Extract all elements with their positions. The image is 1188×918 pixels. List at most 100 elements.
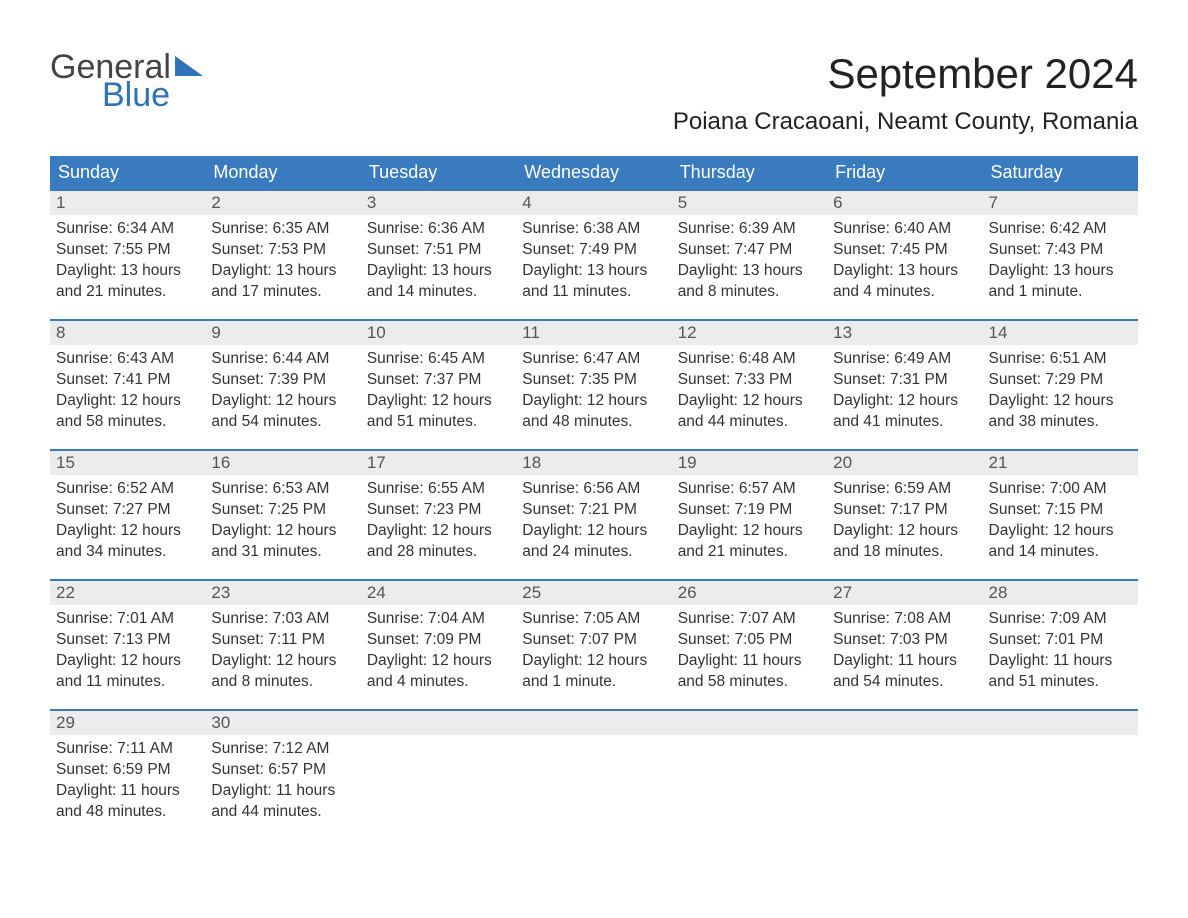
day-details: Sunrise: 7:12 AMSunset: 6:57 PMDaylight:… xyxy=(205,735,360,833)
daylight-text: Daylight: 13 hours and 8 minutes. xyxy=(678,261,821,303)
day-number: 20 xyxy=(827,451,982,475)
day-number: 1 xyxy=(50,191,205,215)
sunset-text: Sunset: 7:39 PM xyxy=(211,370,354,391)
sunrise-text: Sunrise: 7:07 AM xyxy=(678,609,821,630)
day-cell: 13Sunrise: 6:49 AMSunset: 7:31 PMDayligh… xyxy=(827,321,982,449)
daylight-text: Daylight: 12 hours and 21 minutes. xyxy=(678,521,821,563)
day-details: Sunrise: 7:08 AMSunset: 7:03 PMDaylight:… xyxy=(827,605,982,703)
day-details: Sunrise: 6:35 AMSunset: 7:53 PMDaylight:… xyxy=(205,215,360,313)
day-details: Sunrise: 7:05 AMSunset: 7:07 PMDaylight:… xyxy=(516,605,671,703)
sunset-text: Sunset: 7:29 PM xyxy=(989,370,1132,391)
day-cell-empty: . xyxy=(827,711,982,839)
day-cell: 11Sunrise: 6:47 AMSunset: 7:35 PMDayligh… xyxy=(516,321,671,449)
sunset-text: Sunset: 7:47 PM xyxy=(678,240,821,261)
day-details: Sunrise: 7:03 AMSunset: 7:11 PMDaylight:… xyxy=(205,605,360,703)
daylight-text: Daylight: 13 hours and 1 minute. xyxy=(989,261,1132,303)
day-number: 23 xyxy=(205,581,360,605)
daylight-text: Daylight: 12 hours and 1 minute. xyxy=(522,651,665,693)
sunrise-text: Sunrise: 6:34 AM xyxy=(56,219,199,240)
day-cell: 19Sunrise: 6:57 AMSunset: 7:19 PMDayligh… xyxy=(672,451,827,579)
day-number: 30 xyxy=(205,711,360,735)
day-number: 26 xyxy=(672,581,827,605)
day-cell: 10Sunrise: 6:45 AMSunset: 7:37 PMDayligh… xyxy=(361,321,516,449)
day-cell: 2Sunrise: 6:35 AMSunset: 7:53 PMDaylight… xyxy=(205,191,360,319)
day-number: 3 xyxy=(361,191,516,215)
day-cell-empty: . xyxy=(983,711,1138,839)
logo-flag-icon xyxy=(175,56,203,76)
day-details: Sunrise: 6:40 AMSunset: 7:45 PMDaylight:… xyxy=(827,215,982,313)
sunrise-text: Sunrise: 6:56 AM xyxy=(522,479,665,500)
day-number: 8 xyxy=(50,321,205,345)
weekday-header: Saturday xyxy=(983,156,1138,189)
sunset-text: Sunset: 7:21 PM xyxy=(522,500,665,521)
day-cell: 8Sunrise: 6:43 AMSunset: 7:41 PMDaylight… xyxy=(50,321,205,449)
daylight-text: Daylight: 12 hours and 14 minutes. xyxy=(989,521,1132,563)
day-number: 7 xyxy=(983,191,1138,215)
weekday-header-row: SundayMondayTuesdayWednesdayThursdayFrid… xyxy=(50,156,1138,189)
day-cell: 12Sunrise: 6:48 AMSunset: 7:33 PMDayligh… xyxy=(672,321,827,449)
sunrise-text: Sunrise: 6:47 AM xyxy=(522,349,665,370)
daylight-text: Daylight: 12 hours and 8 minutes. xyxy=(211,651,354,693)
day-cell: 4Sunrise: 6:38 AMSunset: 7:49 PMDaylight… xyxy=(516,191,671,319)
day-cell: 27Sunrise: 7:08 AMSunset: 7:03 PMDayligh… xyxy=(827,581,982,709)
daylight-text: Daylight: 13 hours and 14 minutes. xyxy=(367,261,510,303)
daylight-text: Daylight: 12 hours and 28 minutes. xyxy=(367,521,510,563)
day-cell-empty: . xyxy=(516,711,671,839)
sunset-text: Sunset: 7:51 PM xyxy=(367,240,510,261)
day-details: Sunrise: 7:07 AMSunset: 7:05 PMDaylight:… xyxy=(672,605,827,703)
day-details: Sunrise: 7:09 AMSunset: 7:01 PMDaylight:… xyxy=(983,605,1138,703)
sunset-text: Sunset: 7:25 PM xyxy=(211,500,354,521)
sunrise-text: Sunrise: 6:53 AM xyxy=(211,479,354,500)
day-cell: 24Sunrise: 7:04 AMSunset: 7:09 PMDayligh… xyxy=(361,581,516,709)
sunset-text: Sunset: 7:55 PM xyxy=(56,240,199,261)
sunrise-text: Sunrise: 7:11 AM xyxy=(56,739,199,760)
day-number: 5 xyxy=(672,191,827,215)
day-cell: 1 Sunrise: 6:34 AMSunset: 7:55 PMDaylight… xyxy=(50,191,205,319)
sunset-text: Sunset: 7:23 PM xyxy=(367,500,510,521)
day-cell: 29Sunrise: 7:11 AMSunset: 6:59 PMDayligh… xyxy=(50,711,205,839)
week-row: 22Sunrise: 7:01 AMSunset: 7:13 PMDayligh… xyxy=(50,579,1138,709)
day-number: . xyxy=(672,711,827,735)
weekday-header: Friday xyxy=(827,156,982,189)
sunrise-text: Sunrise: 7:00 AM xyxy=(989,479,1132,500)
day-details: Sunrise: 7:00 AMSunset: 7:15 PMDaylight:… xyxy=(983,475,1138,573)
day-details: Sunrise: 6:59 AMSunset: 7:17 PMDaylight:… xyxy=(827,475,982,573)
day-cell: 18Sunrise: 6:56 AMSunset: 7:21 PMDayligh… xyxy=(516,451,671,579)
daylight-text: Daylight: 11 hours and 58 minutes. xyxy=(678,651,821,693)
sunset-text: Sunset: 7:27 PM xyxy=(56,500,199,521)
sunset-text: Sunset: 7:17 PM xyxy=(833,500,976,521)
sunrise-text: Sunrise: 6:45 AM xyxy=(367,349,510,370)
daylight-text: Daylight: 11 hours and 54 minutes. xyxy=(833,651,976,693)
sunset-text: Sunset: 7:11 PM xyxy=(211,630,354,651)
sunset-text: Sunset: 7:19 PM xyxy=(678,500,821,521)
day-details: Sunrise: 6:48 AMSunset: 7:33 PMDaylight:… xyxy=(672,345,827,443)
day-details: Sunrise: 6:36 AMSunset: 7:51 PMDaylight:… xyxy=(361,215,516,313)
day-cell: 3Sunrise: 6:36 AMSunset: 7:51 PMDaylight… xyxy=(361,191,516,319)
sunset-text: Sunset: 7:01 PM xyxy=(989,630,1132,651)
daylight-text: Daylight: 13 hours and 17 minutes. xyxy=(211,261,354,303)
page-header: General Blue September 2024 Poiana Craca… xyxy=(50,50,1138,148)
daylight-text: Daylight: 12 hours and 51 minutes. xyxy=(367,391,510,433)
day-number: 19 xyxy=(672,451,827,475)
logo-text-blue: Blue xyxy=(102,78,203,112)
daylight-text: Daylight: 12 hours and 31 minutes. xyxy=(211,521,354,563)
sunrise-text: Sunrise: 7:09 AM xyxy=(989,609,1132,630)
day-details: Sunrise: 6:51 AMSunset: 7:29 PMDaylight:… xyxy=(983,345,1138,443)
day-cell: 15Sunrise: 6:52 AMSunset: 7:27 PMDayligh… xyxy=(50,451,205,579)
day-number: 2 xyxy=(205,191,360,215)
daylight-text: Daylight: 12 hours and 48 minutes. xyxy=(522,391,665,433)
day-cell: 21Sunrise: 7:00 AMSunset: 7:15 PMDayligh… xyxy=(983,451,1138,579)
day-details: Sunrise: 7:04 AMSunset: 7:09 PMDaylight:… xyxy=(361,605,516,703)
sunset-text: Sunset: 7:13 PM xyxy=(56,630,199,651)
sunrise-text: Sunrise: 6:36 AM xyxy=(367,219,510,240)
weeks-container: 1Sunrise: 6:34 AMSunset: 7:55 PMDaylight… xyxy=(50,189,1138,839)
daylight-text: Daylight: 13 hours and 21 minutes. xyxy=(56,261,199,303)
month-title: September 2024 xyxy=(673,50,1138,98)
day-number: 12 xyxy=(672,321,827,345)
sunrise-text: Sunrise: 7:03 AM xyxy=(211,609,354,630)
daylight-text: Daylight: 13 hours and 4 minutes. xyxy=(833,261,976,303)
week-row: 8Sunrise: 6:43 AMSunset: 7:41 PMDaylight… xyxy=(50,319,1138,449)
sunrise-text: Sunrise: 6:51 AM xyxy=(989,349,1132,370)
sunrise-text: Sunrise: 6:48 AM xyxy=(678,349,821,370)
day-details: Sunrise: 7:01 AMSunset: 7:13 PMDaylight:… xyxy=(50,605,205,703)
